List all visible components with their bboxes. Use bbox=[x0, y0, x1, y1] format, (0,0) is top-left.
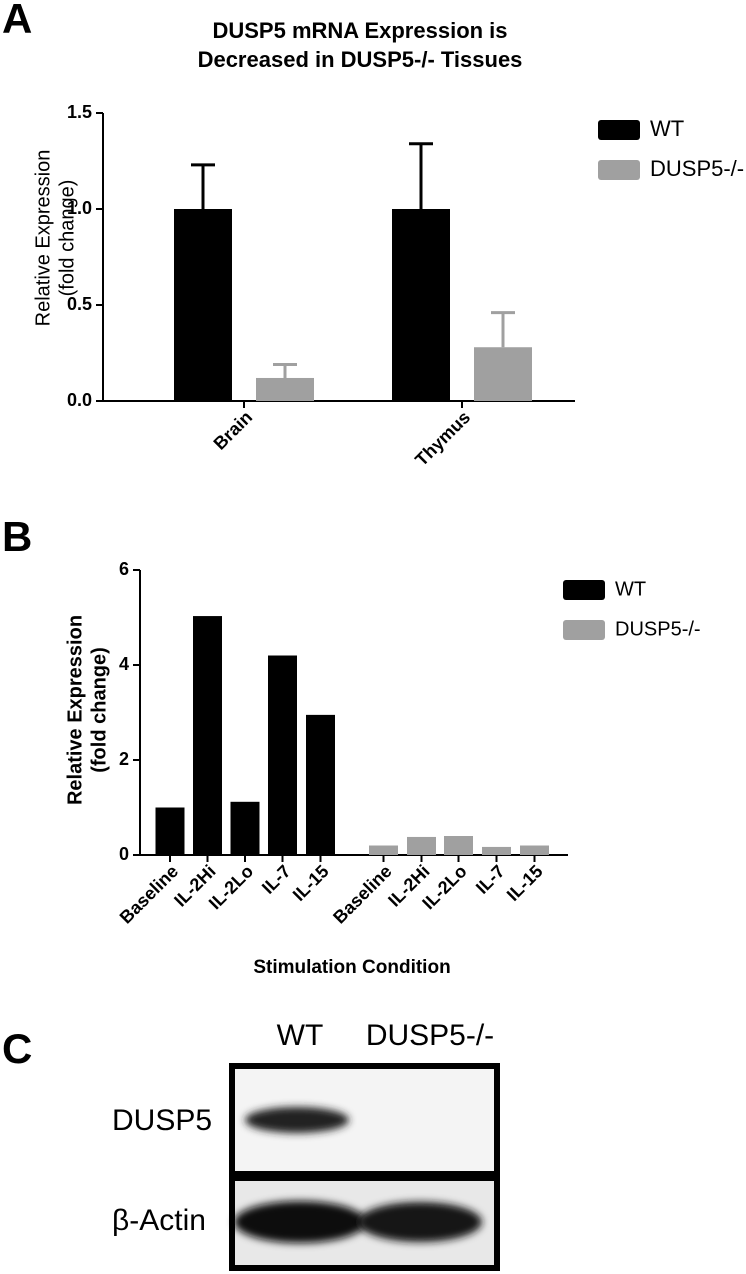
x-tick-label: Brain bbox=[210, 407, 257, 454]
x-tick-label: IL-15 bbox=[503, 861, 547, 905]
chart-title: DUSP5 mRNA Expression is bbox=[212, 18, 507, 43]
y-tick-label: 6 bbox=[119, 559, 129, 579]
legend-label: DUSP5-/- bbox=[650, 156, 744, 181]
panel-label: A bbox=[2, 0, 32, 42]
bar bbox=[474, 347, 532, 401]
bar bbox=[369, 845, 398, 855]
bar bbox=[407, 836, 436, 855]
bar bbox=[155, 807, 185, 855]
legend-label: WT bbox=[615, 578, 646, 600]
bar bbox=[444, 836, 473, 855]
legend-label: WT bbox=[650, 116, 684, 141]
legend-label: DUSP5-/- bbox=[615, 618, 701, 640]
y-tick-label: 0 bbox=[119, 844, 129, 864]
y-tick-label: 1.0 bbox=[67, 198, 92, 218]
legend-swatch bbox=[563, 620, 605, 640]
y-axis-label: (fold change) bbox=[56, 180, 78, 297]
bar bbox=[174, 209, 232, 401]
y-axis-label: (fold change) bbox=[88, 647, 110, 773]
legend-swatch bbox=[598, 120, 640, 140]
y-tick-label: 0.0 bbox=[67, 390, 92, 410]
panel-label: B bbox=[2, 513, 32, 560]
bar bbox=[482, 846, 511, 855]
y-tick-label: 2 bbox=[119, 749, 129, 769]
bar bbox=[256, 377, 314, 401]
y-axis-label: Relative Expression bbox=[64, 615, 86, 805]
y-tick-label: 0.5 bbox=[67, 294, 92, 314]
x-tick-label: Thymus bbox=[411, 407, 474, 470]
bar bbox=[306, 714, 335, 855]
y-axis-label: Relative Expression bbox=[32, 150, 54, 327]
error-bar bbox=[409, 142, 433, 209]
x-axis-label: Stimulation Condition bbox=[253, 957, 450, 978]
band bbox=[358, 1202, 482, 1242]
band bbox=[234, 1201, 366, 1243]
panel-label: C bbox=[2, 1025, 32, 1072]
y-tick-label: 1.5 bbox=[67, 102, 92, 122]
error-bar bbox=[273, 363, 297, 378]
bar bbox=[520, 845, 549, 855]
bar bbox=[392, 209, 450, 401]
band bbox=[245, 1107, 349, 1133]
row-label: DUSP5 bbox=[112, 1104, 212, 1137]
bar bbox=[268, 655, 297, 855]
y-tick-label: 4 bbox=[119, 654, 129, 674]
row-label: β-Actin bbox=[112, 1204, 206, 1237]
error-bar bbox=[191, 163, 215, 209]
lane-label: DUSP5-/- bbox=[366, 1019, 494, 1052]
legend-swatch bbox=[563, 580, 605, 600]
legend-swatch bbox=[598, 160, 640, 180]
bar bbox=[230, 801, 260, 855]
x-tick-label: IL-15 bbox=[289, 861, 333, 905]
lane-label: WT bbox=[277, 1019, 324, 1052]
error-bar bbox=[491, 311, 515, 348]
chart-title: Decreased in DUSP5-/- Tissues bbox=[198, 47, 523, 72]
bar bbox=[193, 616, 222, 855]
